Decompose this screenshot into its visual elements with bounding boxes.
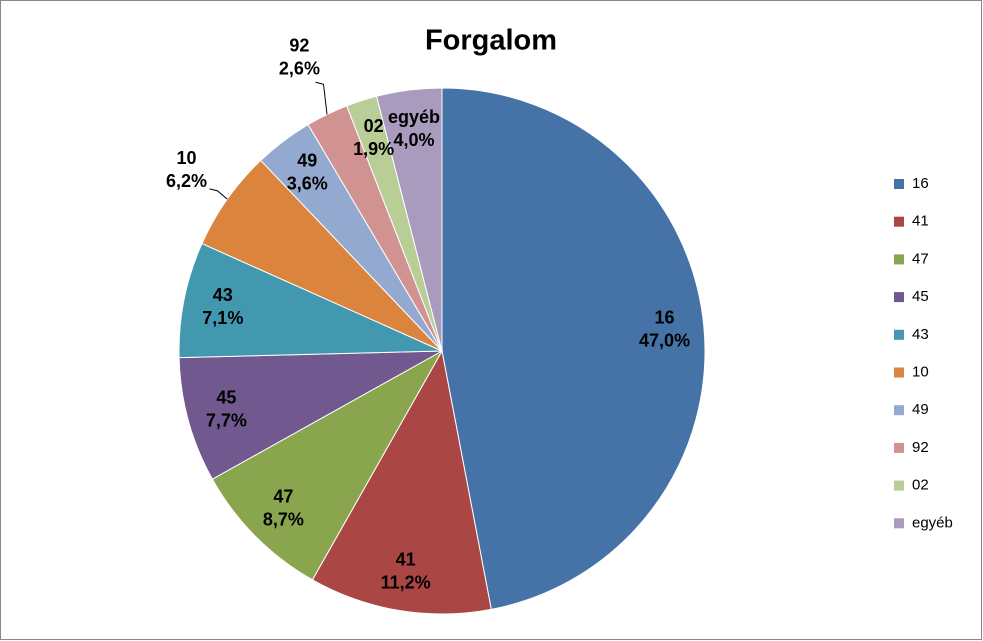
legend-swatch [894, 442, 904, 453]
data-label-value: 8,7% [263, 509, 304, 529]
data-label-category: 10 [176, 148, 196, 168]
legend-label: 41 [912, 213, 929, 230]
legend-label: 49 [912, 401, 929, 418]
pie-slice [375, 87, 443, 352]
legend-label: 16 [912, 175, 929, 192]
pie-slice [311, 349, 492, 615]
data-label-category: 45 [216, 388, 236, 408]
data-label-value: 47,0% [639, 331, 690, 351]
legend-label: 45 [912, 288, 929, 305]
legend-label: 92 [912, 439, 929, 456]
data-label-category: egyéb [388, 107, 440, 127]
data-label-value: 1,9% [353, 139, 394, 159]
pie-slice [178, 350, 443, 480]
chart-title: Forgalom [425, 25, 557, 57]
legend-swatch [894, 254, 904, 265]
data-label-value: 4,0% [393, 130, 434, 150]
legend-swatch [894, 367, 904, 378]
legend-swatch [894, 405, 904, 416]
data-label-value: 3,6% [287, 173, 328, 193]
data-label-value: 7,1% [202, 308, 243, 328]
legend-label: 43 [912, 326, 929, 343]
legend-swatch [894, 480, 904, 491]
pie-slice [441, 87, 706, 610]
legend-swatch [894, 518, 904, 529]
data-label-category: 16 [655, 308, 675, 328]
legend-swatch [894, 292, 904, 303]
legend-label: 02 [912, 477, 929, 494]
leader-line [209, 188, 228, 200]
legend-swatch [894, 329, 904, 340]
data-label-category: 41 [396, 549, 416, 569]
legend-swatch [894, 179, 904, 189]
leader-line [315, 81, 328, 115]
legend-label: egyéb [912, 514, 953, 531]
legend-swatch [894, 216, 904, 227]
data-label-category: 02 [364, 116, 384, 136]
data-label-category: 47 [273, 486, 293, 506]
legend-label: 47 [912, 250, 929, 267]
data-label-value: 6,2% [166, 171, 207, 191]
pie-slice [178, 242, 443, 359]
data-label-category: 49 [297, 150, 317, 170]
data-label-value: 7,7% [206, 411, 247, 431]
data-label-category: 92 [289, 35, 309, 55]
data-label-category: 43 [213, 285, 233, 305]
data-label-value: 2,6% [279, 58, 320, 78]
data-label-value: 11,2% [381, 572, 431, 592]
legend-label: 10 [912, 363, 929, 380]
pie-slice [211, 349, 444, 581]
